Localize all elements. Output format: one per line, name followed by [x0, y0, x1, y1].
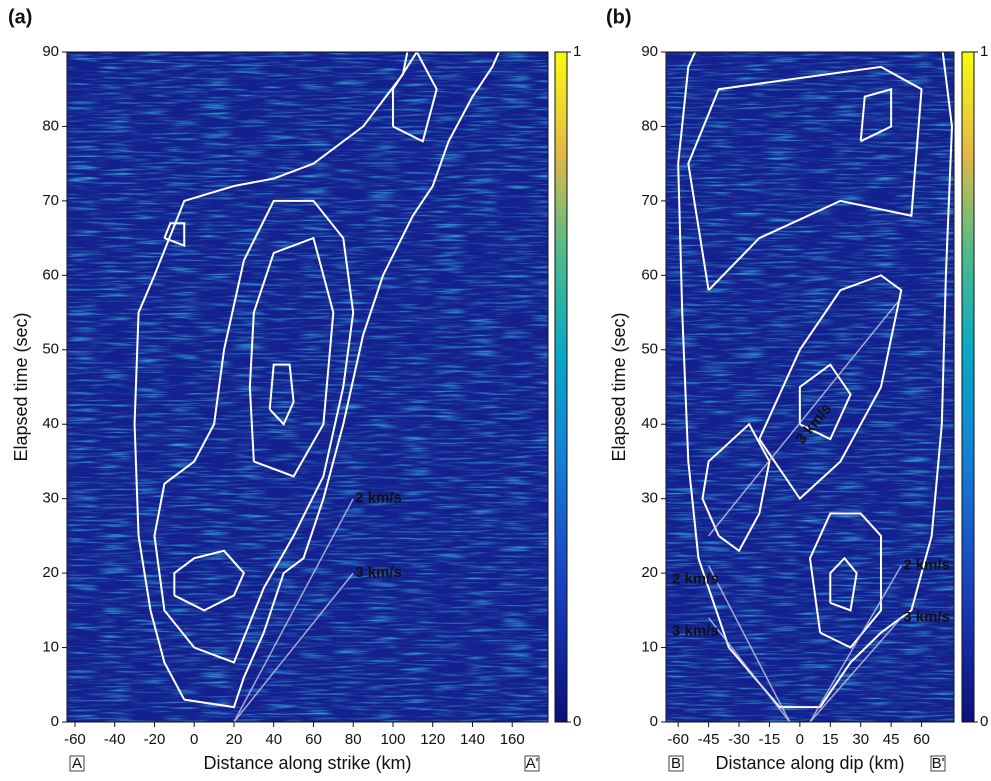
y-axis-label: Elapsed time (sec) [609, 312, 629, 461]
y-tick-label: 60 [42, 266, 59, 283]
velocity-label: 2 km/s [355, 490, 402, 507]
contour [153, 199, 355, 664]
contour [701, 422, 771, 553]
y-tick-label: 0 [650, 713, 658, 730]
x-tick-label: 100 [380, 731, 405, 748]
contour [163, 222, 186, 247]
x-tick-label: 45 [883, 731, 900, 748]
y-tick-label: 30 [42, 490, 59, 507]
contour [798, 363, 852, 441]
end-marker: A' [526, 755, 539, 772]
velocity-line [809, 565, 902, 722]
contour [173, 549, 246, 612]
y-tick-label: 50 [641, 341, 658, 358]
x-tick-label: 40 [265, 731, 282, 748]
y-tick-label: 60 [641, 266, 658, 283]
x-axis-label: Distance along strike (km) [203, 753, 411, 773]
y-tick-label: 80 [42, 117, 59, 134]
colorbar-tick-label: 1 [573, 43, 581, 60]
x-tick-label: -15 [759, 731, 781, 748]
x-tick-label: 60 [305, 731, 322, 748]
end-marker-box [524, 755, 540, 772]
contour [391, 52, 438, 143]
contour [248, 236, 335, 478]
velocity-label: 2 km/s [903, 557, 950, 574]
velocity-line [707, 617, 791, 722]
contour [859, 87, 893, 143]
end-marker-box [668, 755, 684, 772]
x-tick-label: 140 [460, 731, 485, 748]
x-tick-label: -30 [728, 731, 750, 748]
y-axis-label: Elapsed time (sec) [11, 312, 31, 461]
y-tick-label: 10 [641, 639, 658, 656]
y-tick-label: 90 [641, 43, 658, 60]
velocity-label: 3 km/s [903, 609, 950, 626]
y-tick-label: 20 [42, 564, 59, 581]
panel-label: (a) [8, 6, 32, 28]
velocity-label: 2 km/s [672, 571, 719, 588]
contour [687, 65, 923, 291]
x-tick-label: 30 [852, 731, 869, 748]
plot-frame [665, 51, 955, 723]
contour [677, 52, 953, 709]
heatmap-texture [666, 52, 954, 722]
end-marker: A [72, 755, 82, 772]
y-tick-label: 10 [42, 639, 59, 656]
x-tick-label: 60 [913, 731, 930, 748]
contour [133, 52, 409, 701]
colorbar [554, 51, 568, 723]
velocity-label: 3 km/s [355, 564, 402, 581]
colorbar-tick-label: 0 [573, 713, 581, 730]
plot-frame [66, 51, 549, 723]
y-tick-label: 70 [42, 192, 59, 209]
colorbar-tick-label: 0 [980, 713, 988, 730]
x-tick-label: -20 [144, 731, 166, 748]
colorbar [961, 51, 975, 723]
x-tick-label: 160 [500, 731, 525, 748]
x-tick-label: -60 [667, 731, 689, 748]
contour [758, 274, 903, 501]
plot-area [677, 52, 953, 722]
colorbar-tick-label: 1 [980, 43, 988, 60]
plot-area [133, 52, 501, 722]
x-tick-label: 120 [420, 731, 445, 748]
y-tick-label: 50 [42, 341, 59, 358]
end-marker-box [69, 755, 85, 772]
x-tick-label: 80 [345, 731, 362, 748]
y-tick-label: 40 [42, 415, 59, 432]
contour [184, 52, 501, 709]
end-marker-box [930, 755, 946, 772]
y-tick-label: 40 [641, 415, 658, 432]
x-tick-label: 0 [190, 731, 198, 748]
y-tick-label: 20 [641, 564, 658, 581]
velocity-line [809, 617, 902, 722]
y-tick-label: 90 [42, 43, 59, 60]
x-tick-label: 20 [226, 731, 243, 748]
end-marker: B [671, 755, 681, 772]
heatmap-texture [67, 52, 548, 722]
velocity-line [708, 297, 902, 537]
y-tick-label: 70 [641, 192, 658, 209]
x-tick-label: 0 [796, 731, 804, 748]
velocity-line [707, 565, 791, 722]
x-axis-label: Distance along dip (km) [715, 753, 904, 773]
velocity-line [233, 498, 354, 722]
contour [808, 512, 882, 649]
x-tick-label: -60 [64, 731, 86, 748]
y-tick-label: 30 [641, 490, 658, 507]
velocity-line [233, 572, 354, 722]
contour [268, 363, 295, 427]
y-tick-label: 80 [641, 117, 658, 134]
y-tick-label: 0 [51, 713, 59, 730]
end-marker: B' [932, 755, 945, 772]
velocity-label: 3 km/s [672, 623, 719, 640]
x-tick-label: 15 [822, 731, 839, 748]
panel-label: (b) [606, 6, 632, 28]
contour [829, 556, 858, 612]
x-tick-label: -40 [104, 731, 126, 748]
x-tick-label: -45 [698, 731, 720, 748]
